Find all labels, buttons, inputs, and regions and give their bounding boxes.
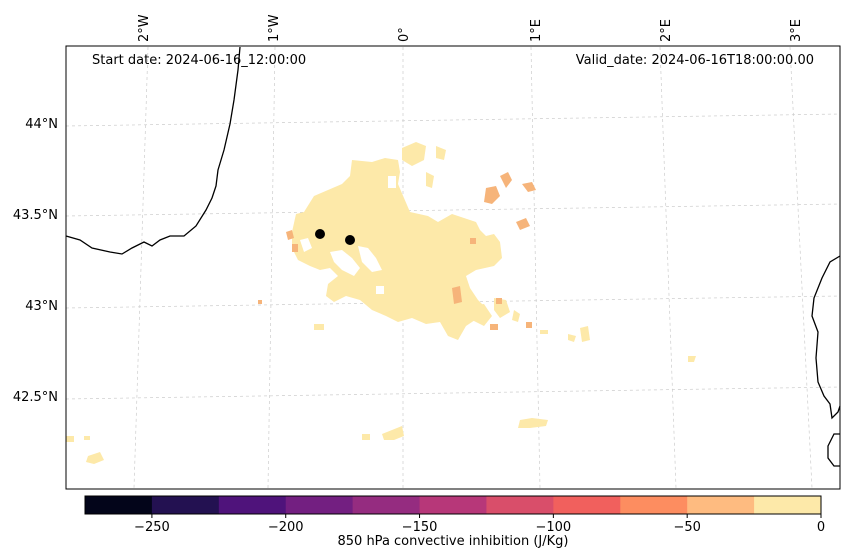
colorbar-tick-label: −250 (134, 520, 170, 535)
station-marker (315, 229, 325, 239)
lon-label: 2°E (659, 19, 674, 42)
lon-label: 1°E (529, 19, 544, 42)
lat-label: 44°N (25, 117, 58, 132)
colorbar-swatch (419, 496, 487, 514)
colorbar-swatch (85, 496, 153, 514)
colorbar-tick-label: 0 (817, 520, 825, 535)
colorbar-swatch (486, 496, 554, 514)
colorbar-label: 850 hPa convective inhibition (J/Kg) (338, 534, 569, 549)
lat-label: 42.5°N (13, 390, 58, 405)
colorbar-swatch (553, 496, 621, 514)
lon-label: 0° (397, 27, 412, 42)
lon-label: 2°W (137, 14, 152, 42)
colorbar-swatch (687, 496, 755, 514)
graticule (65, 46, 841, 489)
colorbar-tick-label: −200 (268, 520, 304, 535)
lon-labels: 2°W 1°W 0° 1°E 2°E 3°E (137, 14, 804, 42)
cin-main-region (292, 158, 502, 340)
colorbar-swatch (285, 496, 354, 514)
colorbar-tick-label: −150 (402, 520, 438, 535)
colorbar-frame (84, 495, 822, 515)
lat-label: 43°N (25, 299, 58, 314)
colorbar: −250 −200 −150 −100 −50 0 (84, 495, 825, 535)
lon-label: 3°E (789, 19, 804, 42)
map-frame (65, 45, 841, 490)
cin-field (66, 142, 696, 464)
station-marker (345, 235, 355, 245)
colorbar-tick-label: −100 (536, 520, 572, 535)
lat-labels: 44°N 43.5°N 43°N 42.5°N (13, 117, 58, 405)
start-date-text: Start date: 2024-06-16_12:00:00 (92, 53, 306, 68)
station-markers (315, 229, 355, 245)
colorbar-swatch (754, 496, 822, 514)
lat-label: 43.5°N (13, 208, 58, 223)
colorbar-swatch (218, 496, 287, 514)
colorbar-swatch (352, 496, 421, 514)
coastline (65, 46, 841, 467)
colorbar-tick-label: −50 (673, 520, 700, 535)
lon-label: 1°W (267, 14, 282, 42)
valid-date-text: Valid_date: 2024-06-16T18:00:00.00 (576, 53, 814, 68)
colorbar-swatch (620, 496, 688, 514)
colorbar-swatch (151, 496, 220, 514)
